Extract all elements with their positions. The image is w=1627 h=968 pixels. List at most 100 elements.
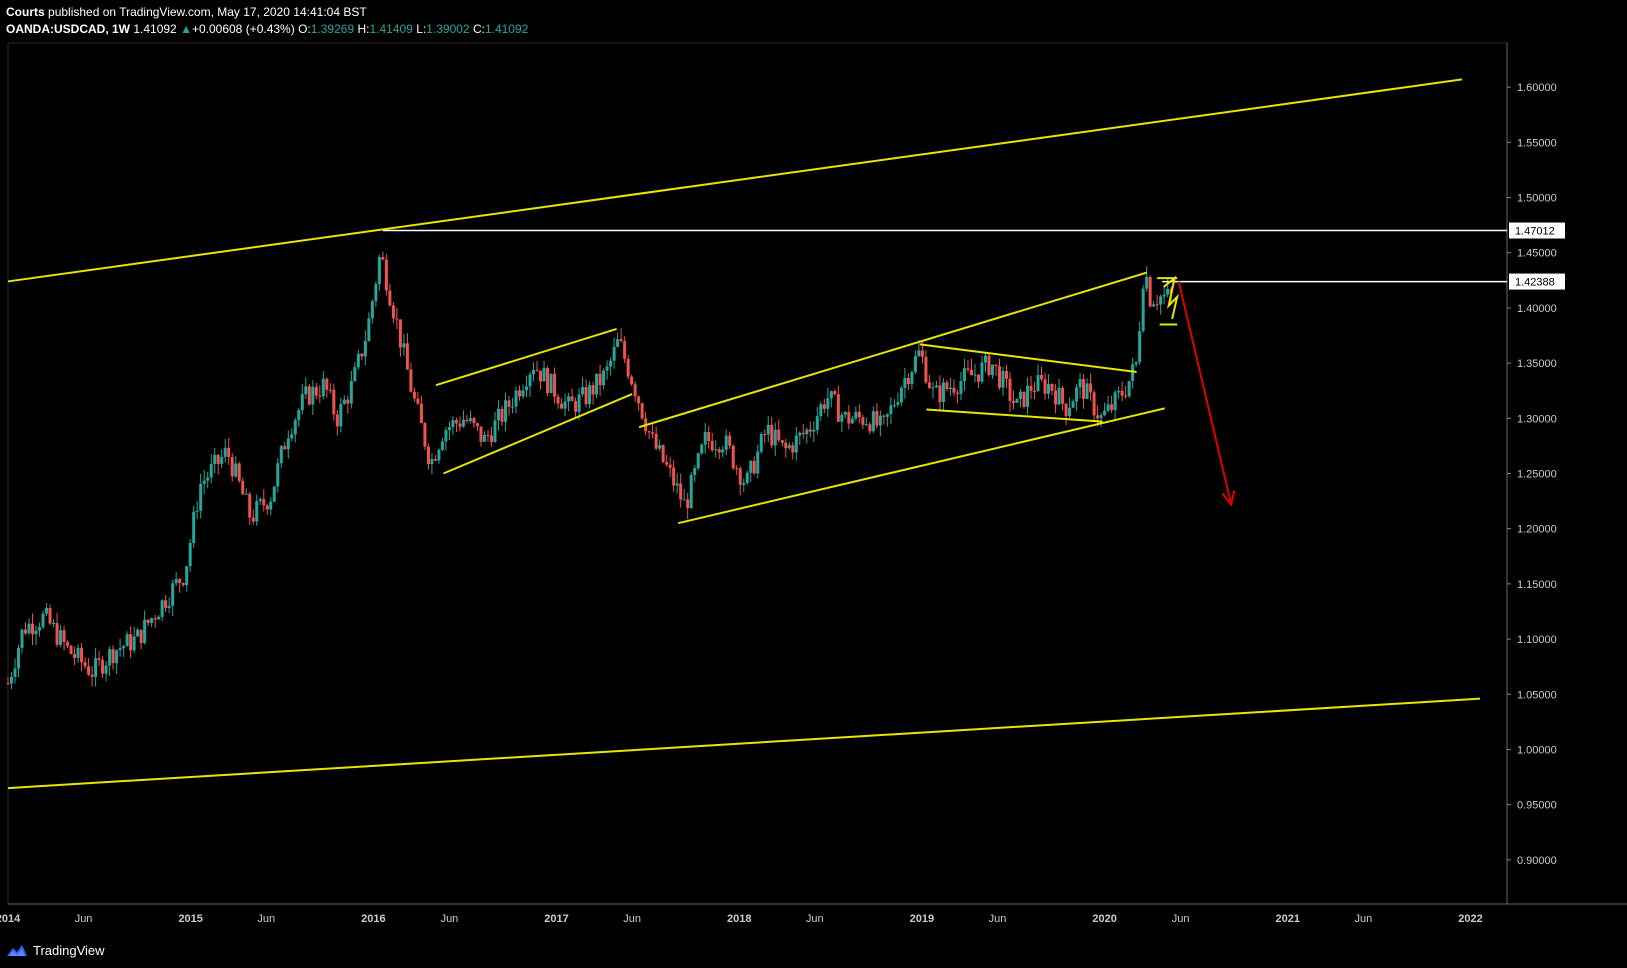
candle-body — [556, 396, 560, 404]
x-tick-label: 2019 — [910, 913, 934, 925]
candle-body — [458, 423, 462, 427]
candle-body — [770, 424, 774, 446]
candle-body — [798, 432, 802, 436]
candle-body — [630, 376, 634, 385]
footer-branding: TradingView — [6, 940, 105, 960]
candle-body — [791, 445, 795, 453]
candle-body — [38, 627, 42, 631]
candle-body — [59, 630, 63, 645]
candle-body — [584, 387, 588, 405]
candle-body — [623, 341, 627, 359]
candle-body — [647, 431, 651, 433]
candle-body — [111, 649, 115, 664]
candle-body — [1138, 331, 1142, 363]
candle-body — [1113, 392, 1117, 411]
candle-body — [496, 408, 500, 421]
candle-body — [27, 623, 31, 634]
candle-body — [374, 284, 378, 302]
candle-body — [307, 386, 311, 405]
y-tick-label: 1.15000 — [1517, 579, 1557, 591]
symbol-label[interactable]: OANDA:USDCAD, 1W — [6, 22, 130, 36]
candle-body — [195, 510, 199, 512]
y-tick-label: 1.60000 — [1517, 82, 1557, 94]
trendline-2019-wedge-top — [919, 343, 1137, 373]
candle-body — [903, 377, 907, 388]
candle-body — [626, 358, 630, 377]
candle-body — [766, 424, 770, 435]
candle-body — [353, 367, 357, 382]
candle-body — [150, 618, 154, 624]
y-tick-label: 1.35000 — [1517, 358, 1557, 370]
candle-body — [468, 418, 472, 422]
candle-body — [539, 370, 543, 382]
candle-body — [1036, 375, 1040, 391]
low-value: 1.39002 — [426, 22, 470, 36]
price-chart[interactable]: 1.60000 1.55000 1.50000 1.45000 1.40000 1.350… — [0, 0, 1627, 940]
candle-body — [461, 419, 465, 427]
candle-body — [1082, 379, 1086, 399]
candle-body — [952, 387, 956, 393]
candle-body — [1089, 383, 1093, 393]
candle-body — [773, 429, 777, 446]
candle-body — [518, 390, 522, 397]
candle-body — [412, 391, 416, 399]
candle-body — [188, 542, 192, 567]
candle-body — [570, 396, 574, 402]
candle-body — [672, 467, 676, 486]
candle-body — [945, 382, 949, 390]
candle-body — [990, 364, 994, 376]
y-tick-label: 1.05000 — [1517, 689, 1557, 701]
candle-body — [402, 343, 406, 348]
candle-body — [700, 444, 704, 454]
candle-body — [94, 658, 98, 677]
candle-body — [528, 374, 532, 387]
candle-body — [801, 432, 805, 435]
candle-body — [987, 355, 991, 376]
candle-body — [171, 583, 175, 606]
candle-body — [1071, 401, 1075, 408]
candle-body — [129, 634, 133, 651]
candle-body — [553, 373, 557, 397]
brand-name[interactable]: TradingView — [33, 942, 105, 958]
candle-body — [97, 658, 101, 660]
candle-body — [416, 398, 420, 404]
x-tick-label: 2022 — [1458, 913, 1482, 925]
y-tick-label: 0.95000 — [1517, 800, 1557, 812]
candle-body — [300, 394, 304, 411]
trendline-2017-channel-bottom — [677, 407, 1165, 525]
author-name[interactable]: Courts — [6, 5, 45, 19]
candle-body — [356, 353, 360, 368]
candle-body — [1145, 277, 1149, 289]
candle-body — [395, 318, 399, 320]
candle-body — [1050, 384, 1054, 391]
trendline-lower-channel — [7, 697, 1481, 790]
candle-body — [1127, 380, 1131, 397]
y-tick-label: 1.45000 — [1517, 248, 1557, 260]
candle-body — [286, 438, 290, 450]
candle-body — [132, 636, 136, 651]
candle-body — [948, 387, 952, 390]
candle-body — [1078, 379, 1082, 388]
candle-body — [850, 418, 854, 424]
candle-body — [265, 505, 269, 510]
candle-body — [633, 384, 637, 397]
candle-body — [1110, 404, 1114, 411]
candle-body — [560, 403, 564, 409]
candle-body — [388, 290, 392, 306]
candle-body — [602, 370, 606, 386]
candle-body — [384, 259, 388, 291]
candle-body — [885, 414, 889, 417]
candle-body — [805, 429, 809, 435]
candle-body — [160, 600, 164, 617]
candle-body — [325, 378, 329, 390]
candle-body — [472, 418, 476, 424]
candle-body — [419, 403, 423, 424]
level-price-label: 1.47012 — [1515, 226, 1555, 238]
candle-body — [808, 429, 812, 432]
candle-body — [220, 456, 224, 464]
candle-body — [871, 411, 875, 432]
candle-body — [913, 356, 917, 373]
candle-body — [1155, 304, 1159, 306]
candle-body — [1152, 304, 1156, 307]
candle-body — [31, 623, 35, 635]
